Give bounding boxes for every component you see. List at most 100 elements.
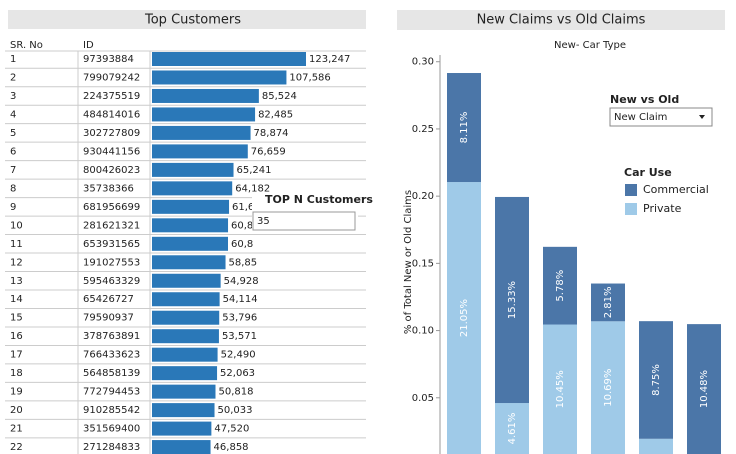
customer-id: 910285542 (83, 405, 140, 416)
customer-id: 35738366 (83, 183, 134, 194)
sr-no: 6 (10, 146, 16, 157)
bar (152, 70, 287, 85)
sr-no: 10 (10, 220, 23, 231)
bar-segment (687, 324, 721, 454)
value-label: 61,6 (232, 202, 254, 213)
value-label: 58,85 (229, 257, 258, 268)
value-label: 47,520 (214, 424, 249, 435)
value-label: 54,928 (224, 276, 259, 287)
bar (152, 384, 216, 399)
bar-segment (543, 324, 577, 454)
bar (152, 88, 259, 103)
legend-swatch (625, 203, 637, 215)
y-axis-label: % of Total New or Old Claims (403, 190, 414, 334)
bar (152, 162, 234, 177)
sr-no: 8 (10, 183, 16, 194)
input-box[interactable] (252, 211, 356, 231)
customer-id: 799079242 (83, 72, 140, 83)
bar-segment (495, 196, 529, 404)
y-tick-label: 0.20 (412, 191, 434, 202)
input-value: 35 (257, 216, 270, 227)
bar (152, 366, 218, 381)
value-label: 107,586 (289, 72, 330, 83)
bar (152, 421, 212, 436)
bar-segment (591, 283, 625, 322)
value-label: 65,241 (237, 165, 272, 176)
y-tick-label: 0.25 (412, 124, 434, 135)
sr-no: 11 (10, 239, 23, 250)
legend-swatch (625, 184, 637, 196)
bar (152, 310, 220, 325)
value-label: 54,114 (223, 294, 258, 305)
sr-no: 17 (10, 350, 23, 361)
claims-chart: 0.05 0.10 0.15 0.20 0.25 0.30 21.05% 8.11% 4.61%… (412, 55, 721, 454)
dropdown[interactable] (609, 107, 713, 127)
legend-label: Commercial (643, 183, 709, 196)
customer-id: 653931565 (83, 239, 140, 250)
value-label: 85,524 (262, 91, 297, 102)
bar-segment (495, 403, 529, 454)
value-label: 10.45% (555, 370, 566, 408)
sr-no: 2 (10, 72, 16, 83)
widget-label: TOP N Customers (265, 193, 373, 206)
value-label: 15.33% (507, 281, 518, 319)
customer-id: 681956699 (83, 202, 140, 213)
bar-segment (639, 438, 673, 454)
legend-label: Private (643, 202, 682, 215)
legend-title: Car Use (624, 166, 672, 179)
customer-id: 224375519 (83, 91, 140, 102)
sr-no: 22 (10, 442, 23, 453)
sr-no: 14 (10, 294, 23, 305)
value-label: 50,033 (218, 405, 253, 416)
customer-id: 351569400 (83, 424, 140, 435)
bar (152, 218, 229, 233)
chart-title: Top Customers (144, 13, 241, 28)
value-label: 8.75% (651, 364, 662, 396)
sr-no: 9 (10, 202, 16, 213)
bar-segment (639, 321, 673, 439)
sr-no: 4 (10, 109, 16, 120)
customer-id: 595463329 (83, 276, 140, 287)
value-label: 2.81% (603, 287, 614, 319)
bar-segment (591, 321, 625, 454)
bar (152, 347, 218, 362)
bar-segment (447, 73, 481, 183)
bar-segment (543, 246, 577, 325)
customer-table: 1 97393884 123,247 2 799079242 107,586 3 224375… (5, 50, 366, 454)
dropdown-arrow (699, 115, 705, 119)
customer-id: 378763891 (83, 331, 140, 342)
customer-id: 930441156 (83, 146, 140, 157)
y-tick-label: 0.05 (412, 393, 434, 404)
value-label: 64,182 (235, 183, 270, 194)
title-bar (8, 10, 366, 29)
bar (152, 236, 228, 251)
value-label: 46,858 (214, 442, 249, 453)
top-n-widget[interactable]: TOP N Customers 35 (252, 192, 373, 232)
sr-no: 19 (10, 387, 23, 398)
value-label: 5.78% (555, 270, 566, 302)
value-label: 53,571 (222, 331, 257, 342)
sr-no: 18 (10, 368, 23, 379)
bar (152, 440, 211, 454)
sr-no: 21 (10, 424, 23, 435)
column-header: ID (83, 40, 94, 51)
bar (152, 403, 215, 418)
sr-no: 20 (10, 405, 23, 416)
value-label: 10.48% (699, 370, 710, 408)
value-label: 60,8 (231, 220, 253, 231)
value-label: 4.61% (507, 413, 518, 445)
chart-subtitle: New- Car Type (554, 40, 626, 51)
customer-id: 191027553 (83, 257, 140, 268)
sr-no: 13 (10, 276, 23, 287)
column-header: SR. No (10, 40, 43, 51)
value-label: 76,659 (251, 146, 286, 157)
dropdown-value: New Claim (614, 112, 667, 123)
y-tick-label: 0.15 (412, 258, 434, 269)
customer-id: 97393884 (83, 54, 134, 65)
bar (152, 199, 230, 214)
filter: New vs Old New Claim (609, 93, 713, 127)
value-label: 8.11% (459, 112, 470, 144)
value-label: 60,8 (231, 239, 253, 250)
sr-no: 12 (10, 257, 23, 268)
